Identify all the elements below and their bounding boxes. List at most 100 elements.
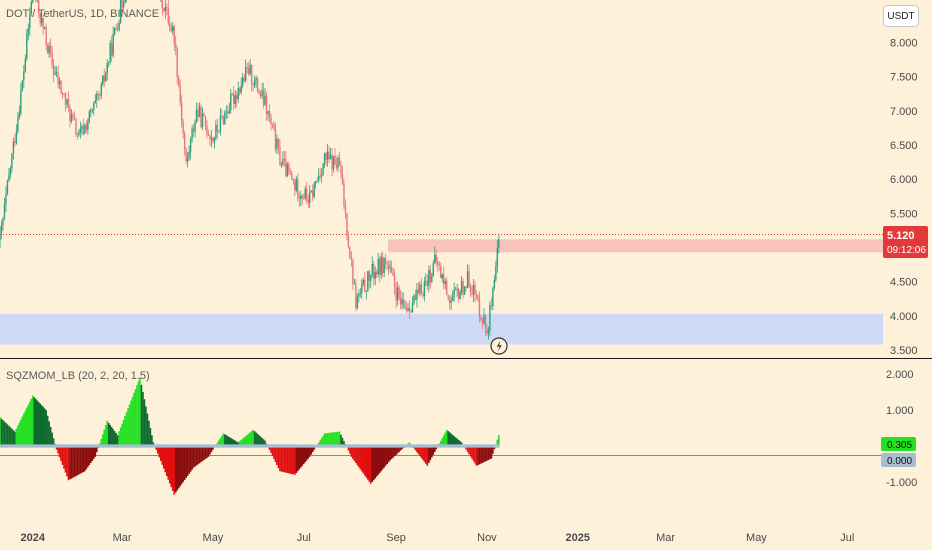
candle <box>279 139 281 166</box>
momentum-bar <box>42 406 44 446</box>
candle <box>6 179 9 196</box>
momentum-axis[interactable]: 2.000 1.000 -1.000 <box>886 369 917 489</box>
candle <box>58 77 61 90</box>
candle <box>402 292 405 309</box>
momentum-bar <box>466 446 469 452</box>
momentum-bar <box>121 423 123 446</box>
candle <box>475 290 478 301</box>
momentum-bar <box>188 446 190 474</box>
candle <box>161 0 164 16</box>
momentum-bar <box>408 442 411 446</box>
candle <box>450 294 452 311</box>
momentum-bar <box>100 438 103 446</box>
momentum-bar <box>191 446 193 470</box>
candle <box>335 156 338 171</box>
candle <box>52 59 55 83</box>
indicator-title[interactable]: SQZMOM_LB (20, 2, 20, 1.5) <box>6 370 150 382</box>
momentum-bar <box>113 431 116 446</box>
momentum-bar <box>134 389 137 446</box>
momentum-bar <box>304 446 307 463</box>
momentum-bar <box>148 420 150 446</box>
candle <box>233 86 235 110</box>
momentum-bar <box>364 446 366 476</box>
price-axis[interactable]: 8.000 7.500 7.000 6.500 6.000 5.500 4.500 4.000… <box>890 38 918 358</box>
momentum-bar <box>259 436 262 446</box>
momentum-bar <box>362 446 365 474</box>
candle <box>75 117 77 137</box>
candle <box>3 198 6 221</box>
candle <box>387 260 390 276</box>
momentum-bar <box>139 377 141 446</box>
momentum-bar <box>18 422 21 446</box>
momentum-bar <box>125 412 128 446</box>
momentum-bar <box>73 446 76 477</box>
candle <box>212 136 214 144</box>
momentum-bar <box>392 446 394 458</box>
candle <box>389 260 391 273</box>
momentum-bar <box>384 446 387 466</box>
momentum-bar <box>160 446 162 462</box>
candle <box>487 326 490 340</box>
momentum-bar <box>179 446 181 487</box>
candle <box>189 136 192 160</box>
momentum-bar <box>289 446 292 474</box>
momentum-bar <box>58 446 61 458</box>
time-tick-label: 2024 <box>21 532 46 544</box>
candle <box>313 181 315 199</box>
candle <box>371 256 373 278</box>
candle <box>274 122 277 153</box>
candle <box>175 35 177 56</box>
candle <box>49 38 52 57</box>
candle <box>115 23 117 31</box>
zero-value: 0.000 <box>887 456 912 467</box>
candle <box>88 109 91 124</box>
candle <box>350 251 353 267</box>
candle <box>469 283 472 297</box>
candle <box>295 176 298 193</box>
candle <box>243 74 245 83</box>
momentum-bar <box>268 446 271 450</box>
momentum-bar <box>200 446 202 463</box>
candle <box>26 29 28 62</box>
candle <box>72 112 74 121</box>
momentum-value-tag <box>881 437 916 451</box>
price-tick-label: 5.500 <box>890 208 918 220</box>
candle <box>118 19 120 32</box>
momentum-bar <box>297 446 299 472</box>
momentum-bar <box>12 430 15 446</box>
time-axis[interactable]: 2024 Mar May Jul Sep Nov 2025 Mar May Jul <box>21 532 855 544</box>
momentum-value: 0.305 <box>887 440 912 451</box>
momentum-bar <box>34 398 37 446</box>
candle <box>356 293 359 310</box>
momentum-tick-label: 2.000 <box>886 369 914 381</box>
momentum-bar <box>78 446 80 475</box>
momentum-bar <box>393 446 396 457</box>
symbol-title[interactable]: DOT / TetherUS, 1D, BINANCE <box>6 8 159 20</box>
candle <box>100 81 102 99</box>
momentum-bar <box>480 446 482 464</box>
candle <box>258 88 260 95</box>
momentum-bar <box>369 446 372 484</box>
candle <box>271 123 274 129</box>
candle <box>109 39 111 65</box>
momentum-bar <box>498 435 500 446</box>
momentum-bar <box>308 446 311 457</box>
candle <box>352 258 354 290</box>
candle <box>311 184 314 202</box>
momentum-bar <box>302 446 305 464</box>
candle <box>441 273 443 283</box>
currency-button[interactable]: USDT <box>883 5 919 27</box>
candle <box>177 75 180 88</box>
momentum-bar <box>133 392 135 446</box>
candle <box>448 295 451 310</box>
momentum-bar <box>173 446 176 495</box>
candle <box>191 125 193 143</box>
candle <box>225 105 228 120</box>
momentum-bar <box>484 446 487 462</box>
candle <box>381 251 384 278</box>
momentum-bar <box>52 438 55 446</box>
momentum-bar <box>180 446 183 485</box>
candle <box>443 266 445 290</box>
candle <box>283 150 286 167</box>
